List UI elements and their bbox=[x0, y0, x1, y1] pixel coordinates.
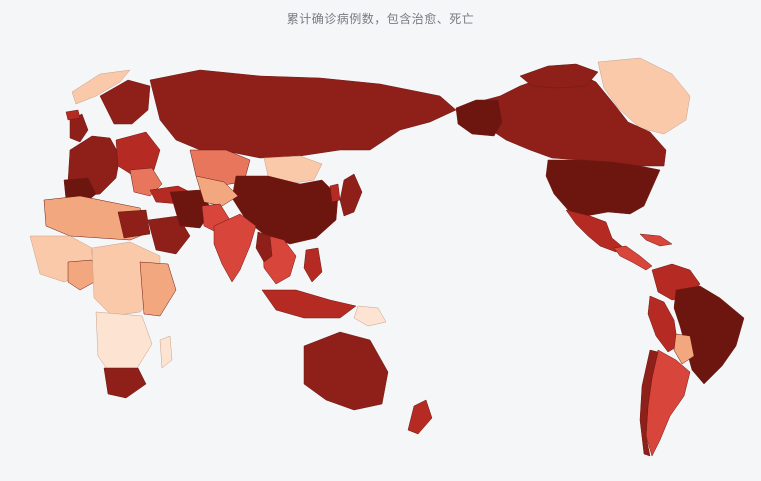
region-iceland[interactable] bbox=[65, 109, 81, 121]
region-south-africa[interactable] bbox=[103, 367, 147, 399]
region-myanmar[interactable] bbox=[255, 231, 273, 263]
region-central-america[interactable] bbox=[613, 245, 653, 271]
region-brazil[interactable] bbox=[673, 285, 745, 385]
region-usa[interactable] bbox=[545, 159, 661, 217]
region-scandinavia[interactable] bbox=[99, 79, 151, 125]
region-australia[interactable] bbox=[303, 331, 389, 411]
region-bolivia[interactable] bbox=[673, 333, 695, 365]
region-nigeria[interactable] bbox=[67, 259, 99, 291]
region-egypt[interactable] bbox=[117, 209, 151, 239]
region-mexico[interactable] bbox=[565, 209, 625, 253]
region-philippines[interactable] bbox=[303, 247, 323, 283]
region-madagascar[interactable] bbox=[159, 335, 173, 369]
region-uk[interactable] bbox=[69, 113, 89, 143]
region-indonesia[interactable] bbox=[261, 289, 357, 319]
region-southern-africa[interactable] bbox=[95, 311, 153, 377]
region-china[interactable] bbox=[231, 175, 339, 245]
region-greenland[interactable] bbox=[597, 57, 691, 135]
region-caribbean[interactable] bbox=[639, 233, 673, 247]
region-alaska[interactable] bbox=[455, 99, 503, 137]
region-peru[interactable] bbox=[647, 295, 679, 353]
region-east-africa[interactable] bbox=[139, 261, 177, 317]
region-japan[interactable] bbox=[339, 173, 363, 217]
map-title: 累计确诊病例数，包含治愈、死亡 bbox=[286, 12, 475, 26]
region-india[interactable] bbox=[213, 213, 257, 283]
region-central-europe[interactable] bbox=[115, 131, 161, 177]
region-greenland-west[interactable] bbox=[71, 69, 131, 105]
region-russia[interactable] bbox=[149, 69, 457, 159]
region-chile[interactable] bbox=[639, 349, 659, 457]
region-canada-islands[interactable] bbox=[519, 63, 599, 89]
region-korea[interactable] bbox=[329, 183, 341, 203]
region-new-zealand[interactable] bbox=[407, 399, 433, 435]
region-png[interactable] bbox=[353, 305, 387, 327]
region-saudi[interactable] bbox=[147, 215, 191, 255]
region-central-asia[interactable] bbox=[195, 175, 239, 207]
